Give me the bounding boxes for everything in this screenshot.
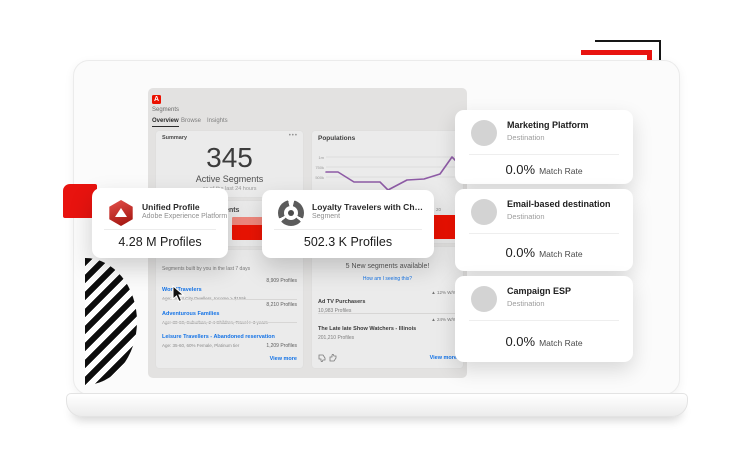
experience-platform-icon xyxy=(109,200,133,226)
divider xyxy=(469,320,619,321)
divider xyxy=(162,299,297,300)
y-axis-label: 750k xyxy=(315,165,324,170)
loyalty-card-title: Loyalty Travelers with Ch… xyxy=(312,202,424,212)
segment-desc: Age: 25-34 City Dwellers, Income > $155k xyxy=(162,296,247,301)
trending-profiles: 10,983 Profiles xyxy=(318,308,352,314)
destination-avatar xyxy=(471,199,497,225)
destination-card-email-based[interactable]: Email-based destination Destination 0.0%… xyxy=(455,189,633,271)
summary-card-title: Summary xyxy=(162,135,188,141)
recent-segments-card: Recent segments Segments built by you in… xyxy=(156,250,303,368)
view-more-link[interactable]: View more xyxy=(429,355,457,361)
y-axis-label: 500k xyxy=(315,175,324,180)
destination-title: Campaign ESP xyxy=(507,286,572,296)
segment-profiles: 8,210 Profiles xyxy=(266,302,297,308)
match-rate-label: Match Rate xyxy=(539,165,583,176)
segment-desc: Age: 35-60, 60% Female, Platinum tier xyxy=(162,343,240,348)
loyalty-segment-card: Loyalty Travelers with Ch… Segment 502.3… xyxy=(262,190,434,258)
match-rate-label: Match Rate xyxy=(539,248,583,259)
destination-subtitle: Destination xyxy=(507,298,545,308)
divider xyxy=(318,313,457,314)
destination-avatar xyxy=(471,286,497,312)
segment-row: Leisure Travellers - Abandoned reservati… xyxy=(162,325,297,349)
divider xyxy=(104,229,216,230)
summary-card: Summary ••• 345 Active Segments as of th… xyxy=(156,131,303,197)
new-segments-card: 5 New segments available! How am I seein… xyxy=(312,247,463,368)
destinations-panel: Marketing Platform Destination 0.0% Matc… xyxy=(455,110,633,362)
unified-profile-value: 4.28 M Profiles xyxy=(118,235,202,249)
populations-line-chart: 1m 750k 500k xyxy=(315,155,460,191)
thumbs-up-icon[interactable] xyxy=(329,354,337,362)
overflow-menu-icon[interactable]: ••• xyxy=(288,133,298,139)
match-rate-value: 0.0% xyxy=(505,162,536,177)
thumbs-down-icon[interactable] xyxy=(318,354,326,362)
match-rate-value: 0.0% xyxy=(505,334,536,349)
trending-name: Ad TV Purchasers xyxy=(318,299,366,305)
segment-link[interactable]: Leisure Travellers - Abandoned reservati… xyxy=(162,334,275,340)
unified-profile-card: Unified Profile Adobe Experience Platfor… xyxy=(92,188,228,258)
divider xyxy=(162,322,297,323)
recent-segments-caption: Segments built by you in the last 7 days xyxy=(162,266,251,272)
tab-browse[interactable]: Browse xyxy=(181,118,202,124)
trending-row: Ad TV Purchasers ▲ 12% W/W 10,983 Profil… xyxy=(318,290,457,314)
active-segments-caption: as of the last 24 hours xyxy=(202,186,257,192)
unified-profile-subtitle: Adobe Experience Platform xyxy=(142,213,228,220)
new-segments-headline: 5 New segments available! xyxy=(345,263,430,270)
match-rate-value: 0.0% xyxy=(505,245,536,260)
trending-profiles: 201,210 Profiles xyxy=(318,335,355,341)
trending-delta: ▲ 12% W/W xyxy=(431,290,457,295)
trending-delta: ▲ 24% W/W xyxy=(431,317,457,322)
adobe-logo-icon: A xyxy=(152,95,161,104)
active-segments-count: 345 xyxy=(206,142,253,173)
segment-donut-icon xyxy=(278,200,304,226)
loyalty-card-value: 502.3 K Profiles xyxy=(303,235,393,249)
segment-link[interactable]: WorldTravelers xyxy=(162,287,202,293)
segment-row: WorldTravelers 8,909 Profiles Age: 25-34… xyxy=(162,278,297,301)
destination-subtitle: Destination xyxy=(507,211,545,221)
red-bar xyxy=(433,215,457,239)
segment-profiles: 1,209 Profiles xyxy=(266,343,297,349)
red-square-decoration xyxy=(63,184,97,218)
trending-name: The Late late Show Watchers - Illinois xyxy=(318,326,417,332)
unified-profile-title: Unified Profile xyxy=(142,202,200,212)
destination-card-marketing-platform[interactable]: Marketing Platform Destination 0.0% Matc… xyxy=(455,110,633,184)
divider xyxy=(469,233,619,234)
populations-line xyxy=(325,156,458,191)
trending-row: The Late late Show Watchers - Illinois ▲… xyxy=(318,317,457,341)
destination-avatar xyxy=(471,120,497,146)
tab-insights[interactable]: Insights xyxy=(207,118,228,124)
view-more-link[interactable]: View more xyxy=(269,356,297,362)
mouse-cursor xyxy=(172,285,185,303)
y-axis-label: 1m xyxy=(318,155,324,160)
destination-card-campaign-esp[interactable]: Campaign ESP Destination 0.0% Match Rate xyxy=(455,276,633,362)
destination-title: Marketing Platform xyxy=(507,120,589,130)
laptop-base xyxy=(66,393,688,417)
populations-title: Populations xyxy=(318,135,356,142)
app-title: Segments xyxy=(152,107,180,113)
loyalty-card-subtitle: Segment xyxy=(312,213,341,220)
how-am-i-seeing-this-link[interactable]: How am I seeing this? xyxy=(362,276,413,282)
divider xyxy=(469,154,619,155)
segment-link[interactable]: Adventurous Families xyxy=(162,311,220,317)
divider xyxy=(274,229,422,230)
bar-value-label: 20 xyxy=(436,207,442,212)
segment-profiles: 8,909 Profiles xyxy=(266,278,297,284)
destination-subtitle: Destination xyxy=(507,132,545,142)
active-segments-label: Active Segments xyxy=(195,174,264,184)
match-rate-label: Match Rate xyxy=(539,337,583,348)
destination-title: Email-based destination xyxy=(507,199,611,209)
tab-overview[interactable]: Overview xyxy=(152,118,179,127)
